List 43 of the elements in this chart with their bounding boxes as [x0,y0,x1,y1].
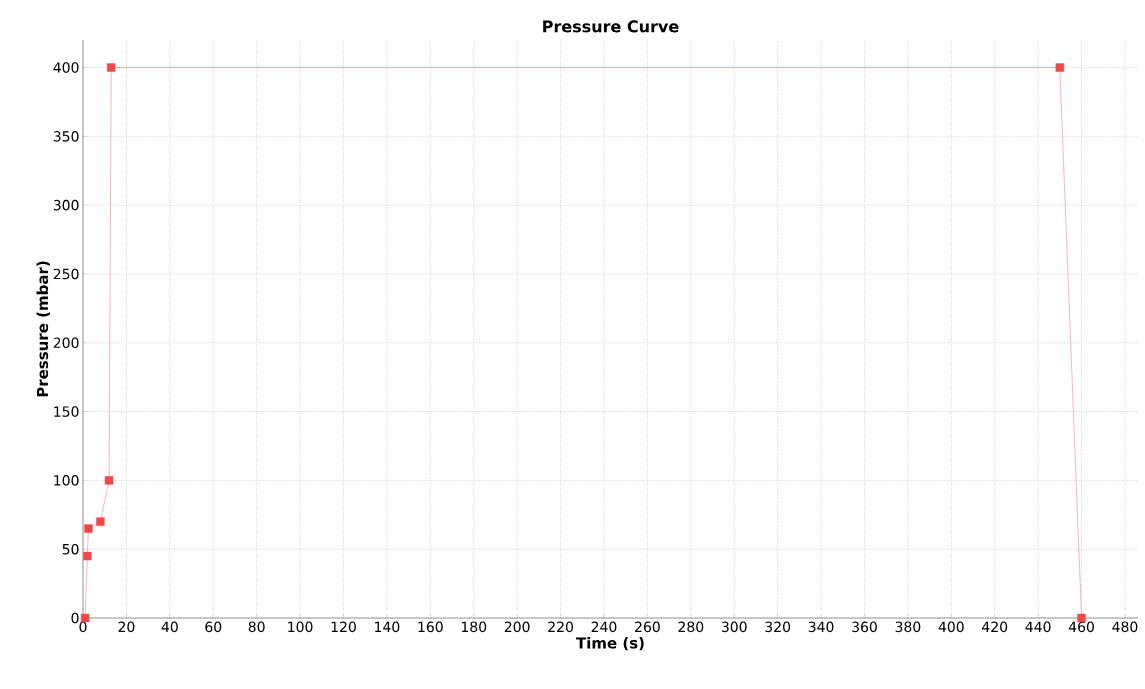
x-tick-label: 300 [721,621,747,633]
x-tick-label: 80 [248,621,265,633]
x-tick-label: 400 [938,621,964,633]
x-tick-label: 440 [1025,621,1051,633]
x-tick-label: 180 [461,621,487,633]
x-tick-label: 160 [418,621,443,633]
point [83,551,92,561]
point [104,476,114,485]
chart-title: Pressure Curve [543,20,679,33]
x-tick-label: 220 [548,621,573,633]
x-tick-label: 320 [765,621,791,633]
x-tick-label: 280 [678,621,704,633]
point [1055,63,1065,72]
y-tick-label: 0 [71,612,79,624]
x-axis-title: Time (s) [576,637,644,651]
y-tick-label: 150 [54,406,79,417]
x-tick-label: 240 [591,621,617,633]
y-tick-label: 350 [53,131,79,142]
x-tick-label: 360 [852,621,877,633]
x-tick-label: 420 [982,621,1008,633]
y-tick-label: 400 [53,62,79,73]
y-axis-title: Pressure (mbar) [36,261,50,397]
point [96,517,105,526]
x-tick-label: 40 [161,621,178,633]
point [107,63,116,72]
x-tick-label: 380 [895,621,921,633]
x-tick-label: 0 [79,621,87,633]
x-tick-label: 260 [635,621,660,633]
x-tick-label: 340 [808,621,834,633]
x-tick-label: 120 [331,621,356,633]
x-tick-label: 20 [118,621,135,633]
x-tick-label: 200 [504,621,530,633]
y-tick-label: 200 [53,337,79,349]
y-tick-label: 100 [54,475,79,486]
y-tick-label: 50 [62,543,79,555]
point [84,524,93,533]
x-tick-label: 460 [1068,621,1094,633]
x-tick-label: 480 [1112,621,1138,633]
y-tick-label: 300 [53,199,79,211]
y-tick-label: 250 [53,268,79,280]
x-tick-label: 60 [205,621,222,633]
x-tick-label: 100 [288,621,313,633]
x-tick-label: 140 [375,621,400,633]
